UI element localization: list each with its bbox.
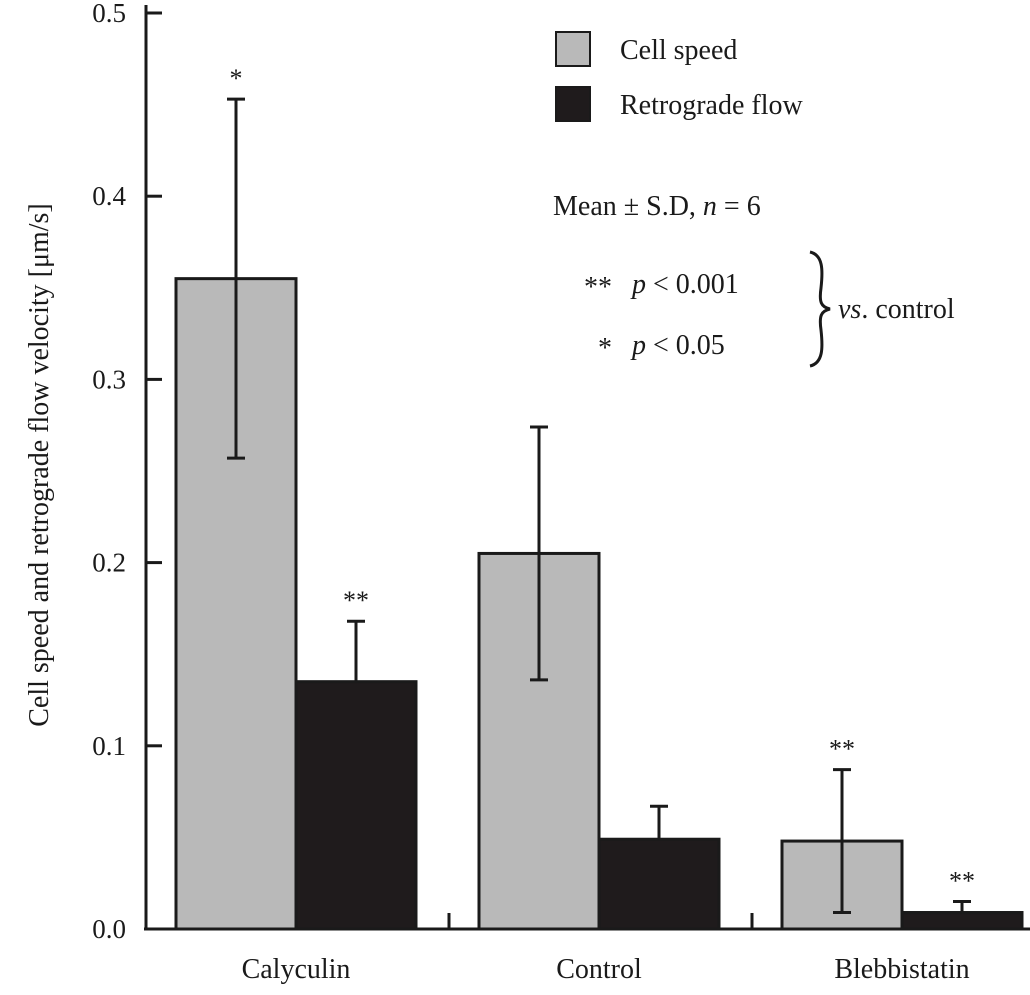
bars	[174, 277, 1024, 931]
category-labels: Calyculin Control Blebbistatin	[242, 954, 970, 985]
bar-retrograde-flow	[900, 911, 1024, 931]
y-tick-label: 0.4	[92, 181, 126, 211]
significance-mark: **	[829, 735, 855, 764]
significance-p: p	[630, 269, 646, 300]
significance-legend: ** p < 0.001 * p < 0.05	[584, 269, 739, 364]
curly-brace	[809, 250, 831, 368]
y-tick-label: 0.5	[92, 0, 126, 28]
y-tick-label: 0.1	[92, 731, 126, 761]
significance-mark: *	[230, 64, 243, 93]
legend-swatch	[555, 31, 591, 67]
stats-note-prefix: Mean ± S.D,	[553, 191, 703, 222]
significance-stars: *	[598, 333, 612, 364]
significance-mark: **	[343, 586, 369, 615]
stats-annotation: Mean ± S.D, n = 6 ** p < 0.001 * p < 0.05 v…	[553, 191, 955, 368]
y-tick-label: 0.2	[92, 548, 126, 578]
significance-threshold: < 0.05	[646, 330, 725, 361]
error-bars	[227, 97, 971, 915]
legend: Cell speed Retrograde flow	[555, 31, 803, 122]
category-label: Blebbistatin	[834, 954, 969, 985]
legend-label: Retrograde flow	[620, 90, 803, 121]
significance-stars: **	[584, 272, 612, 303]
significance-mark: **	[949, 867, 975, 896]
y-tick-label: 0.0	[92, 914, 126, 944]
vs-control-label: vs. control	[838, 294, 955, 325]
y-ticks: 0.0 0.1 0.2 0.3 0.4 0.5	[92, 0, 162, 944]
y-tick-label: 0.3	[92, 364, 126, 394]
stats-note-suffix: = 6	[717, 191, 761, 222]
legend-label: Cell speed	[620, 35, 737, 66]
significance-threshold: < 0.001	[646, 269, 739, 300]
significance-marks: *******	[230, 64, 976, 895]
significance-p: p	[630, 330, 646, 361]
significance-row: ** p < 0.001	[584, 269, 739, 303]
category-label: Calyculin	[242, 954, 351, 985]
bar-retrograde-flow	[294, 680, 418, 931]
category-label: Control	[556, 954, 642, 985]
vs-italic: vs	[838, 294, 861, 325]
vs-rest: . control	[861, 294, 955, 325]
significance-row: * p < 0.05	[598, 330, 725, 364]
bar-retrograde-flow	[597, 837, 721, 931]
stats-note-n: n	[703, 191, 717, 222]
stats-note: Mean ± S.D, n = 6	[553, 191, 761, 222]
y-axis-label: Cell speed and retrograde flow velocity …	[24, 203, 55, 727]
legend-swatch	[555, 86, 591, 122]
